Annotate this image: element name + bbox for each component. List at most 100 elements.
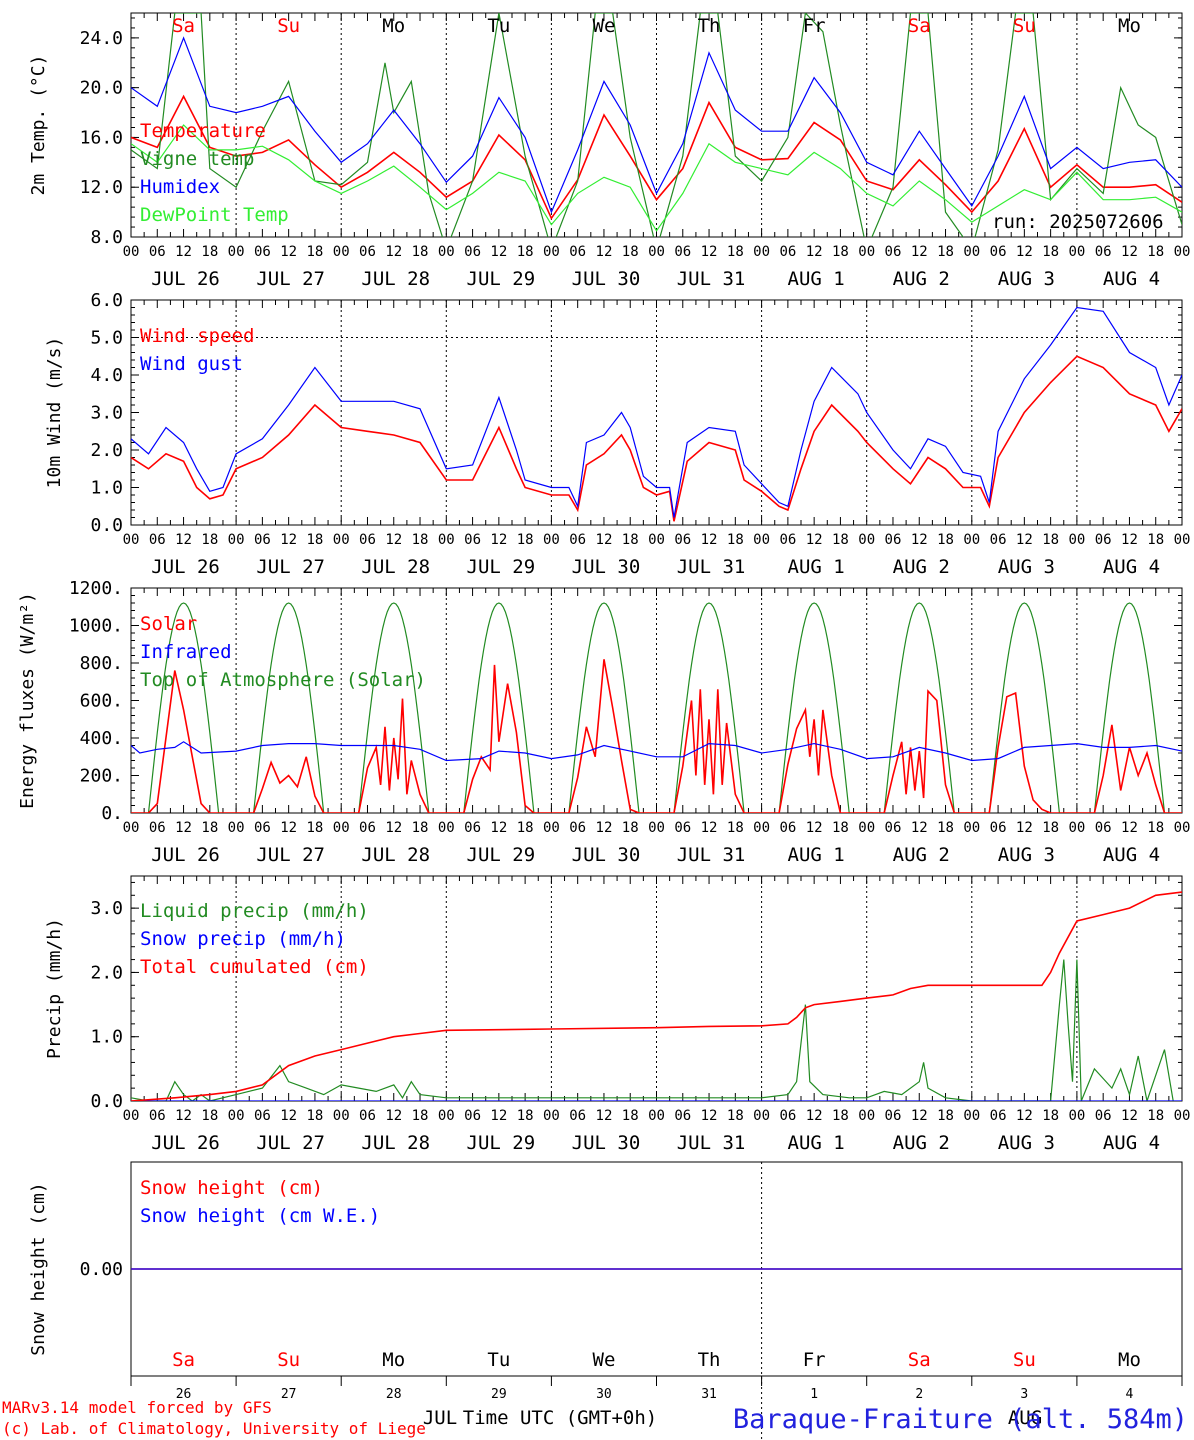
date-label: AUG 2 xyxy=(893,268,950,290)
hour-tick-label: 00 xyxy=(648,532,665,548)
weekday-label: Mo xyxy=(1118,15,1141,37)
hour-tick-label: 00 xyxy=(228,244,245,260)
date-label: JUL 27 xyxy=(256,268,325,290)
hour-tick-label: 12 xyxy=(175,820,192,836)
hour-tick-label: 12 xyxy=(490,820,507,836)
station-name: Baraque-Fraiture (alt. 584m) xyxy=(733,1404,1188,1435)
weekday-label: Th xyxy=(698,1349,721,1371)
hour-tick-label: 18 xyxy=(412,244,429,260)
weekday-label: Su xyxy=(277,1349,300,1371)
hour-tick-label: 06 xyxy=(779,532,796,548)
y-axis-label: Precip (mm/h) xyxy=(44,918,65,1059)
series-line-top-of-atmosphere xyxy=(131,602,1182,813)
y-tick-label: 0.0 xyxy=(90,1091,123,1112)
date-label: AUG 3 xyxy=(998,844,1055,866)
hour-tick-label: 18 xyxy=(201,244,218,260)
legend-entry: Humidex xyxy=(140,176,220,198)
date-label: AUG 2 xyxy=(893,556,950,578)
hour-tick-label: 00 xyxy=(228,532,245,548)
weekday-label: Mo xyxy=(382,15,405,37)
hour-tick-label: 00 xyxy=(753,1108,770,1124)
hour-tick-label: 18 xyxy=(727,532,744,548)
hour-tick-label: 00 xyxy=(963,820,980,836)
hour-tick-label: 18 xyxy=(1147,820,1164,836)
hour-tick-label: 18 xyxy=(1042,1108,1059,1124)
hour-tick-label: 06 xyxy=(149,1108,166,1124)
date-label: JUL 28 xyxy=(361,1132,430,1154)
date-label: JUL 27 xyxy=(256,556,325,578)
date-label: AUG 1 xyxy=(788,844,845,866)
hour-tick-label: 18 xyxy=(412,820,429,836)
hour-tick-label: 06 xyxy=(1095,244,1112,260)
legend-entry: Snow precip (mm/h) xyxy=(140,928,346,950)
hour-tick-label: 00 xyxy=(1174,820,1191,836)
series-group xyxy=(131,891,1182,1101)
hour-tick-label: 12 xyxy=(280,820,297,836)
date-label: JUL 26 xyxy=(151,268,220,290)
hour-tick-label: 12 xyxy=(385,1108,402,1124)
hour-tick-label: 00 xyxy=(858,1108,875,1124)
hour-tick-label: 00 xyxy=(123,1108,140,1124)
weekday-label: Sa xyxy=(908,15,931,37)
hour-tick-label: 06 xyxy=(569,1108,586,1124)
hour-tick-label: 12 xyxy=(911,244,928,260)
y-tick-label: 1000. xyxy=(69,616,123,637)
y-tick-label: 1.0 xyxy=(90,1027,123,1048)
hour-tick-label: 12 xyxy=(280,1108,297,1124)
hour-tick-label: 12 xyxy=(280,532,297,548)
date-label: JUL 26 xyxy=(151,844,220,866)
y-tick-label: 8.0 xyxy=(90,227,123,248)
y-tick-label: 400. xyxy=(80,728,123,749)
hour-tick-label: 00 xyxy=(1174,532,1191,548)
hour-tick-label: 12 xyxy=(911,532,928,548)
model-credit: MARv3.14 model forced by GFS xyxy=(2,1398,272,1417)
hour-tick-label: 18 xyxy=(201,532,218,548)
hour-tick-label: 12 xyxy=(806,244,823,260)
weekday-label: Fr xyxy=(803,15,826,37)
hour-tick-label: 06 xyxy=(464,1108,481,1124)
hour-tick-label: 12 xyxy=(701,244,718,260)
hour-tick-label: 00 xyxy=(123,244,140,260)
date-label: JUL 30 xyxy=(572,556,641,578)
hour-tick-label: 06 xyxy=(254,532,271,548)
weekday-label: Sa xyxy=(908,1349,931,1371)
y-tick-label: 0.00 xyxy=(80,1259,123,1280)
hour-tick-label: 00 xyxy=(333,532,350,548)
hour-tick-label: 12 xyxy=(1016,820,1033,836)
day-number-label: 29 xyxy=(491,1387,507,1402)
date-label: JUL 31 xyxy=(677,844,746,866)
y-tick-label: 24.0 xyxy=(80,28,123,49)
hour-tick-label: 06 xyxy=(149,820,166,836)
hour-tick-label: 06 xyxy=(254,244,271,260)
series-group xyxy=(131,306,1182,522)
weekday-label: We xyxy=(593,1349,616,1371)
panel-wind: 0.0 1.0 2.0 3.0 4.0 5.0 6.0 10m Wind (m/s) Wind … xyxy=(44,290,1190,578)
date-label: AUG 4 xyxy=(1103,556,1160,578)
hour-tick-label: 18 xyxy=(727,1108,744,1124)
series-line-liquid-precip-mm-h xyxy=(131,959,1174,1101)
hour-tick-label: 12 xyxy=(175,1108,192,1124)
weekday-label: Fr xyxy=(803,1349,826,1371)
hour-tick-label: 18 xyxy=(832,244,849,260)
series-line-dewpoint-temp xyxy=(131,124,1182,232)
hour-tick-label: 00 xyxy=(543,244,560,260)
hour-tick-label: 18 xyxy=(201,1108,218,1124)
date-label: JUL 28 xyxy=(361,556,430,578)
y-tick-label: 16.0 xyxy=(80,127,123,148)
hour-tick-label: 12 xyxy=(701,532,718,548)
hour-tick-label: 18 xyxy=(1147,244,1164,260)
hour-tick-label: 00 xyxy=(123,532,140,548)
day-number-label: 31 xyxy=(701,1387,717,1402)
hour-tick-label: 12 xyxy=(1121,820,1138,836)
date-label: JUL 28 xyxy=(361,268,430,290)
hour-tick-label: 00 xyxy=(438,244,455,260)
y-tick-label: 1.0 xyxy=(90,478,123,499)
hour-tick-label: 18 xyxy=(412,1108,429,1124)
date-label: JUL 27 xyxy=(256,844,325,866)
date-label: AUG 1 xyxy=(788,1132,845,1154)
weekday-label: Mo xyxy=(382,1349,405,1371)
date-label: JUL 30 xyxy=(572,844,641,866)
weekday-label: Sa xyxy=(172,15,195,37)
hour-tick-label: 00 xyxy=(1174,1108,1191,1124)
